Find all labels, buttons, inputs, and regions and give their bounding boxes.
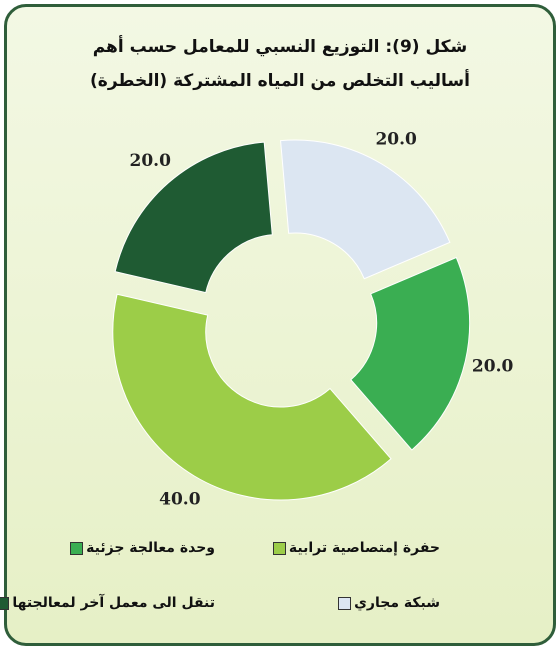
legend-label: شبكة مجاري	[354, 595, 440, 611]
legend-swatch	[70, 541, 84, 555]
chart-title: شكل (9): التوزيع النسبي للمعامل حسب أهم …	[90, 37, 470, 91]
legend-swatch	[272, 541, 286, 555]
legend-swatch	[0, 596, 10, 610]
legend-item: شبكة مجاري	[338, 595, 440, 611]
legend-item: تنقل الى معمل آخر لمعالجتها	[0, 595, 215, 611]
value-label: 20.0	[375, 129, 417, 149]
legend-label: وحدة معالجة جزئية	[86, 540, 215, 556]
value-label: 20.0	[130, 151, 172, 171]
value-label: 20.0	[472, 357, 514, 377]
donut-segment	[114, 141, 273, 294]
legend-swatch	[338, 596, 352, 610]
value-label: 40.0	[159, 490, 201, 510]
legend-item: وحدة معالجة جزئية	[70, 540, 215, 556]
donut-segment	[280, 139, 451, 280]
donut-segment	[350, 256, 471, 451]
donut-segment	[112, 293, 392, 501]
legend-item: حفرة إمتصاصية ترابية	[272, 540, 440, 556]
legend-label: حفرة إمتصاصية ترابية	[288, 540, 440, 556]
legend-label: تنقل الى معمل آخر لمعالجتها	[12, 595, 215, 611]
